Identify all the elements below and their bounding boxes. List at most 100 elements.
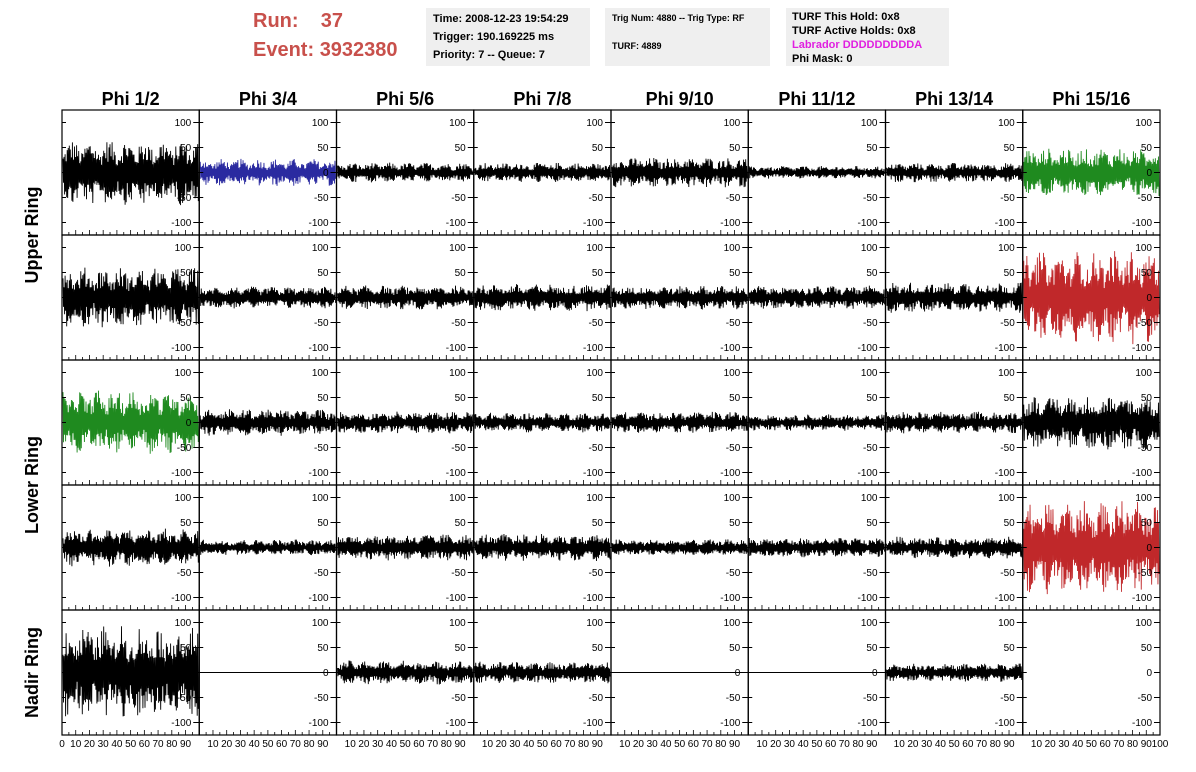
waveform-trace [474, 412, 611, 433]
y-tick-label: -100 [1132, 218, 1152, 229]
y-tick-label: 50 [180, 518, 192, 529]
x-tick-label: 30 [1058, 739, 1070, 750]
x-tick-label: 10 [345, 739, 357, 750]
y-tick-label: -100 [583, 593, 603, 604]
y-tick-label: 0 [735, 168, 741, 179]
x-tick-label: 40 [249, 739, 261, 750]
y-tick-label: -50 [726, 193, 741, 204]
trigger-info-panel: Trig Num: 4880 -- Trig Type: RF TURF: 48… [605, 8, 770, 66]
y-tick-label: 0 [460, 668, 466, 679]
y-tick-label: 0 [1009, 668, 1015, 679]
y-tick-label: 100 [861, 368, 878, 379]
y-tick-label: 50 [866, 393, 878, 404]
column-title: Phi 3/4 [239, 89, 297, 109]
waveform-panel: -100 -50 0 50 100 [884, 109, 1024, 236]
y-tick-label: -100 [171, 343, 191, 354]
y-tick-label: 50 [1004, 143, 1016, 154]
y-tick-label: 0 [186, 168, 192, 179]
waveform-panel: -100 -50 0 50 100 [1022, 484, 1161, 611]
turf-this-hold-text: TURF This Hold: 0x8 [792, 11, 900, 23]
y-tick-label: -50 [451, 193, 466, 204]
x-tick-label: 20 [907, 739, 919, 750]
y-tick-label: 100 [175, 118, 192, 129]
y-tick-label: 50 [180, 143, 192, 154]
x-tick-label: 80 [166, 739, 178, 750]
y-tick-label: -100 [720, 593, 740, 604]
x-tick-label: 50 [1086, 739, 1098, 750]
y-tick-label: 50 [1004, 393, 1016, 404]
event-number: 3932380 [319, 39, 398, 61]
trigger-text: Trigger: 190.169225 ms [433, 31, 555, 43]
x-tick-label: 80 [990, 739, 1002, 750]
y-tick-label: -50 [451, 693, 466, 704]
y-tick-label: 0 [460, 418, 466, 429]
y-tick-label: -100 [995, 468, 1015, 479]
x-tick-label: 70 [290, 739, 302, 750]
y-tick-label: 100 [312, 243, 329, 254]
y-tick-label: 50 [317, 643, 329, 654]
x-tick-label: 40 [111, 739, 123, 750]
y-tick-label: 100 [724, 118, 741, 129]
event-label: Event: 3932380 [253, 39, 398, 62]
x-tick-label: 30 [921, 739, 933, 750]
column-title: Phi 13/14 [915, 89, 993, 109]
y-tick-label: 0 [323, 543, 329, 554]
x-tick-label: 10 [894, 739, 906, 750]
y-tick-label: 0 [597, 168, 603, 179]
y-tick-label: -100 [446, 343, 466, 354]
x-tick-label: 20 [221, 739, 233, 750]
x-tick-label: 70 [427, 739, 439, 750]
y-tick-label: 50 [866, 143, 878, 154]
x-tick-label: 100 [1152, 739, 1169, 750]
waveform-trace [748, 285, 885, 309]
y-tick-label: -100 [1132, 468, 1152, 479]
x-tick-label: 10 [1031, 739, 1043, 750]
x-tick-label: 60 [276, 739, 288, 750]
x-tick-label: 60 [139, 739, 151, 750]
waveform-trace [886, 411, 1023, 434]
y-tick-label: -100 [446, 218, 466, 229]
y-tick-label: 0 [460, 293, 466, 304]
y-tick-label: 100 [998, 368, 1015, 379]
y-tick-label: 0 [1146, 168, 1152, 179]
y-tick-label: -100 [857, 593, 877, 604]
y-tick-label: 100 [998, 118, 1015, 129]
y-tick-label: 100 [861, 493, 878, 504]
y-tick-label: 50 [1141, 643, 1153, 654]
waveform-trace [611, 411, 748, 433]
y-tick-label: 100 [998, 243, 1015, 254]
y-tick-label: -100 [308, 718, 328, 729]
waveform-trace [1023, 251, 1160, 345]
x-tick-label: 70 [564, 739, 576, 750]
y-tick-label: 0 [323, 418, 329, 429]
y-tick-label: 50 [729, 268, 741, 279]
y-tick-label: 0 [597, 293, 603, 304]
x-tick-label: 40 [798, 739, 810, 750]
y-tick-label: -100 [720, 468, 740, 479]
waveform-panel: -100 -50 0 50 100 [1022, 109, 1161, 236]
x-tick-label: 20 [770, 739, 782, 750]
y-tick-label: 50 [592, 143, 604, 154]
y-tick-label: 100 [449, 493, 466, 504]
y-tick-label: 50 [455, 268, 467, 279]
y-tick-label: 0 [460, 543, 466, 554]
y-tick-label: 100 [586, 368, 603, 379]
y-tick-label: 0 [1009, 168, 1015, 179]
x-tick-label: 90 [729, 739, 741, 750]
y-tick-label: 0 [597, 668, 603, 679]
y-tick-label: 50 [180, 268, 192, 279]
waveform-panel: -100 -50 0 50 100 [1022, 234, 1161, 361]
waveform-panel: -100 -50 0 50 100 [198, 234, 338, 361]
waveform-trace [886, 162, 1023, 183]
waveform-panel: -100 -50 0 50 100 [747, 234, 887, 361]
y-tick-label: 100 [449, 618, 466, 629]
y-tick-label: 100 [586, 118, 603, 129]
y-tick-label: -100 [995, 593, 1015, 604]
